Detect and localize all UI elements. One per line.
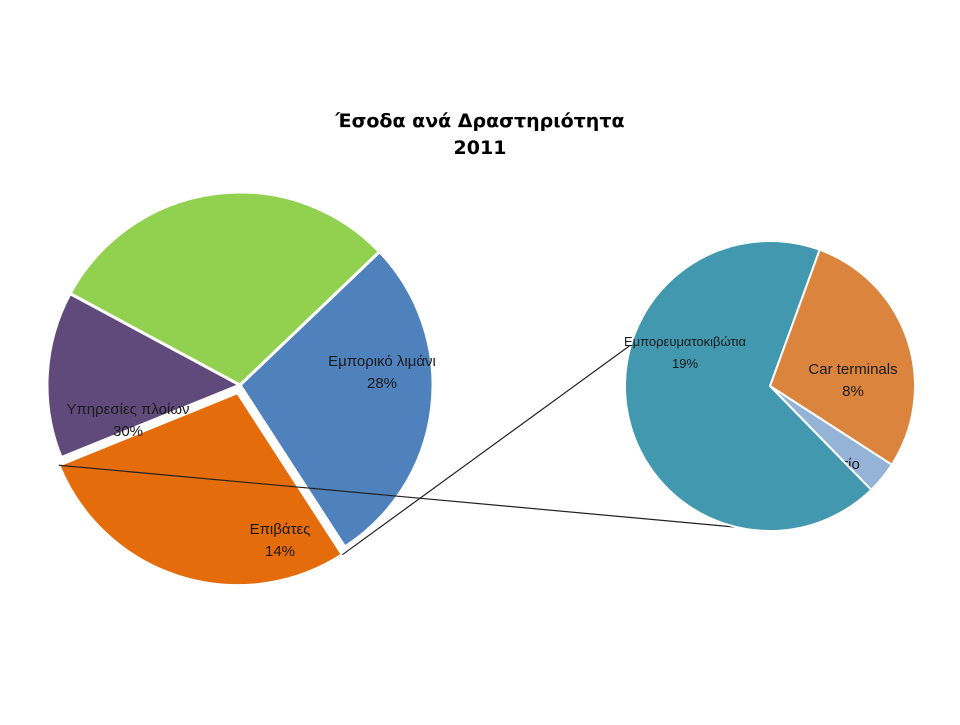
main-pie-slice-1 [57,391,344,588]
chart-subtitle: 2011 [453,137,507,159]
main-pie-label-2: Επιβάτες 14% [250,521,311,560]
main-pie-slice-2 [45,292,242,460]
secondary-pie-label-0: Car terminals 8% [808,361,897,400]
secondary-pie-slice-2 [624,240,873,532]
main-pie-slice-3 [68,190,382,387]
secondary-pie-slice-0 [769,248,916,466]
secondary-pie-label-2: Εμπορευματοκιβώτια 19% [624,334,747,371]
connector-line-bottom [58,464,774,532]
main-pie-label-1: Εμπορικό λιμάνι 28% [328,353,436,392]
main-pie-label-3: Υπηρεσίες πλοίων 30% [66,401,189,440]
main-pie-slice-0 [238,250,435,549]
chart-title: Έσοδα ανά Δραστηριότητα [335,110,625,132]
